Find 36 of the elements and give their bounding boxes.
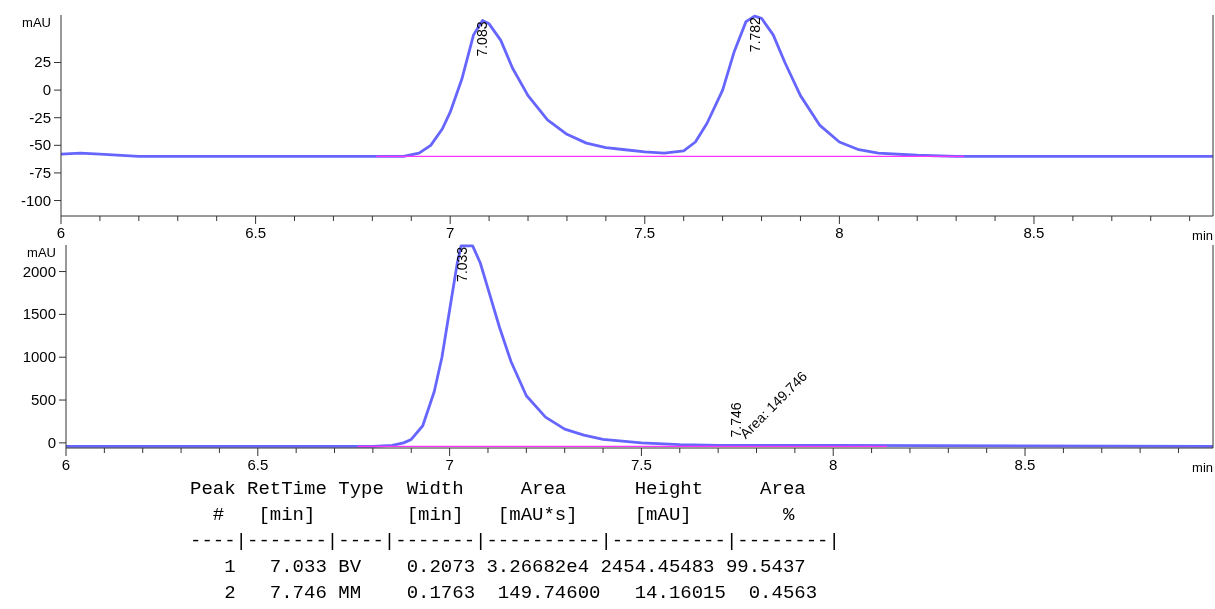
- y-tick-label: 25: [34, 53, 51, 71]
- x-tick-label: 6.5: [245, 224, 267, 241]
- x-tick-label: 6.5: [247, 456, 269, 473]
- y-tick-label: 0: [42, 81, 51, 99]
- annotation: 7.782: [746, 16, 763, 53]
- x-tick-label: 6: [56, 224, 66, 241]
- y-tick-label: -25: [29, 108, 51, 126]
- text: 1 7.033 BV 0.2073 3.26682e4 2454.45483 99.5437: [190, 556, 806, 578]
- x-tick-label: 7.5: [634, 224, 656, 241]
- y-tick-label: 1000: [22, 348, 56, 366]
- x-tick-label: 7.5: [630, 456, 652, 473]
- x-tick-label: 7: [445, 456, 454, 473]
- y-tick-label: -50: [29, 136, 51, 154]
- x-tick-label: 8: [835, 224, 844, 241]
- text: ----|-------|----|-------|----------|----------|--------|: [190, 530, 840, 552]
- y-axis-title: mAU: [27, 245, 56, 260]
- y-tick-label: 2000: [22, 262, 56, 280]
- x-tick-label: 7: [446, 224, 455, 241]
- annotation: 7.033: [454, 246, 471, 282]
- x-tick-label: 8.5: [1014, 456, 1036, 473]
- text: Peak RetTime Type Width Area Height Area: [190, 478, 829, 500]
- x-tick-label: 8: [829, 456, 838, 473]
- x-tick-label: 8.5: [1023, 224, 1045, 241]
- text: # [min] [min] [mAU*s] [mAU] %: [190, 504, 829, 526]
- y-tick-label: 1500: [22, 305, 56, 323]
- y-axis-title: mAU: [22, 15, 51, 30]
- y-tick-label: -100: [20, 191, 51, 209]
- y-tick-label: 500: [30, 391, 56, 409]
- x-axis-title: min: [1192, 228, 1213, 243]
- y-tick-label: 0: [47, 433, 56, 451]
- annotation: 7.083: [474, 21, 491, 57]
- x-axis-title: min: [1192, 460, 1213, 475]
- text: 2 7.746 MM 0.1763 149.74600 14.16015 0.4563: [190, 582, 818, 604]
- y-tick-label: -75: [29, 163, 51, 181]
- line-series: [59, 14, 1215, 158]
- x-tick-label: 6: [61, 456, 71, 473]
